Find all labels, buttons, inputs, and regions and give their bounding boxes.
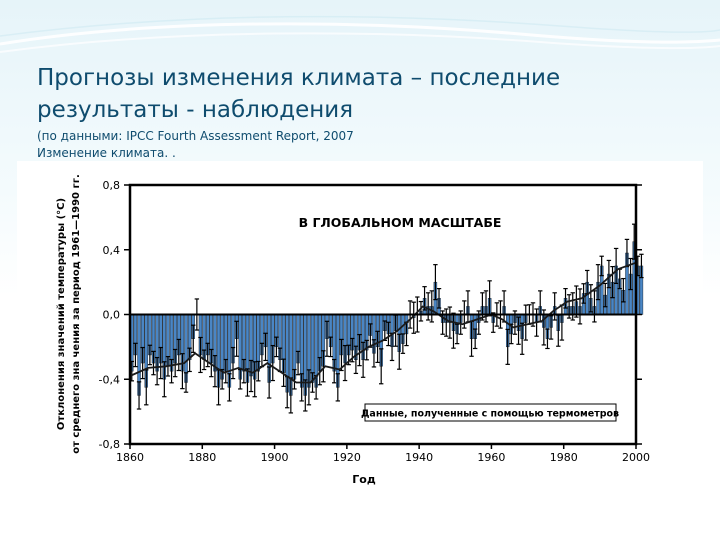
x-tick-label: 1980 xyxy=(550,451,578,464)
x-tick-label: 1920 xyxy=(333,451,361,464)
smoothed-trend-line xyxy=(129,261,637,384)
y-tick-label: 0,4 xyxy=(103,244,121,257)
legend-box xyxy=(364,403,617,422)
x-tick-label: 1960 xyxy=(477,451,505,464)
y-tick-label: -0,8 xyxy=(99,438,120,451)
chart-panel: 0,8 0,4 0,0 -0,4 -0,8 1860 1880 1900 1920 1940 19… xyxy=(17,161,703,494)
x-tick-label: 2000 xyxy=(622,451,650,464)
slide-title-line2: результаты - наблюдения xyxy=(37,97,354,123)
slide-title-line1: Прогнозы изменения климата – последние xyxy=(37,65,561,91)
x-axis-label: Год xyxy=(352,473,376,486)
y-tick-label: 0,8 xyxy=(103,179,121,192)
slide-title: Прогнозы изменения климата – последние ре… xyxy=(37,62,637,126)
x-tick-label: 1900 xyxy=(261,451,289,464)
y-tick-label: -0,4 xyxy=(99,373,120,386)
slide-subtitle: (по данными: IPCC Fourth Assessment Repo… xyxy=(37,129,354,158)
bars-layer xyxy=(130,241,644,396)
x-axis: 1860 1880 1900 1920 1940 1960 1980 2000 xyxy=(116,444,650,464)
legend-note: Данные, полученные с помощью термометров xyxy=(361,409,619,420)
chart-title: В ГЛОБАЛЬНОМ МАСШТАБЕ xyxy=(299,215,502,230)
y-axis-label-line1: Отклонения значений температуры (°C) xyxy=(56,198,67,430)
y-tick-label: 0,0 xyxy=(103,309,121,322)
decorative-wave xyxy=(0,15,720,53)
x-tick-label: 1940 xyxy=(405,451,433,464)
y-axis: 0,8 0,4 0,0 -0,4 -0,8 xyxy=(99,179,642,451)
temperature-anomaly-chart: 0,8 0,4 0,0 -0,4 -0,8 1860 1880 1900 1920 1940 19… xyxy=(56,174,650,486)
y-axis-label-line2: от среднего зна чения за период 1961—199… xyxy=(71,174,82,454)
x-tick-label: 1880 xyxy=(188,451,216,464)
x-tick-label: 1860 xyxy=(116,451,144,464)
